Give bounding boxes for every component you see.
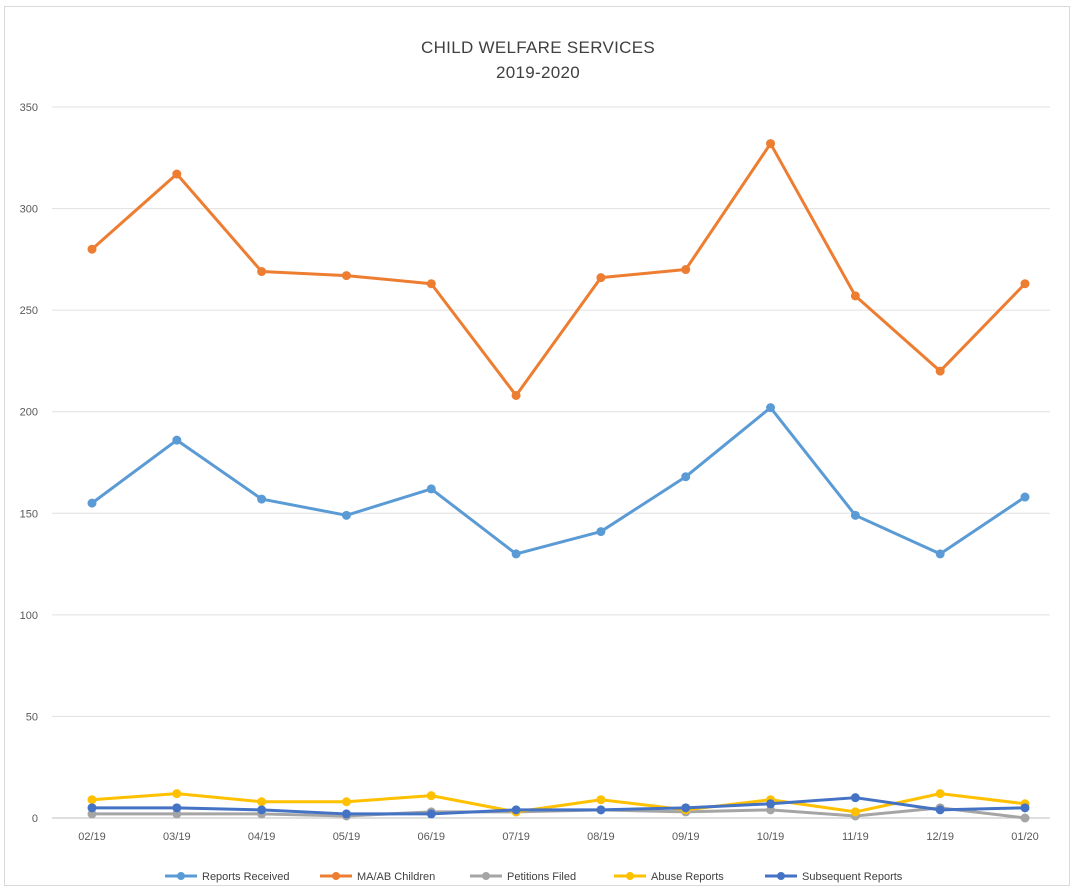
data-point-ma-ab-children [1020, 279, 1030, 289]
legend-label: MA/AB Children [357, 871, 435, 883]
series-ma-ab-children [87, 139, 1030, 400]
data-point-ma-ab-children [426, 279, 436, 289]
legend-swatch-marker [177, 872, 185, 880]
data-point-reports-received [511, 549, 521, 559]
x-tick-label: 11/19 [842, 831, 869, 843]
data-point-ma-ab-children [511, 390, 521, 400]
data-point-abuse-reports [257, 797, 267, 807]
legend-item-ma-ab-children: MA/AB Children [320, 871, 435, 883]
legend-item-petitions-filed: Petitions Filed [470, 871, 576, 883]
legend-label: Subsequent Reports [802, 871, 903, 883]
y-tick-label: 200 [20, 407, 38, 419]
legend-swatch-marker [777, 872, 785, 880]
x-tick-label: 04/19 [248, 831, 276, 843]
series-line-ma-ab-children [90, 142, 1027, 397]
data-point-reports-received [681, 472, 691, 482]
data-point-reports-received [596, 527, 606, 537]
legend-swatch-marker [626, 872, 634, 880]
legend-label: Reports Received [202, 871, 289, 883]
x-tick-label: 12/19 [926, 831, 954, 843]
legend-swatch-marker [332, 872, 340, 880]
y-tick-label: 100 [20, 610, 38, 622]
data-point-reports-received [172, 435, 182, 445]
x-tick-label: 01/20 [1011, 831, 1039, 843]
legend: Reports Received MA/AB Children Petitions … [165, 871, 903, 883]
legend-label: Abuse Reports [651, 871, 724, 883]
series-line-abuse-reports [90, 792, 1027, 814]
series-line-reports-received [90, 406, 1027, 556]
legend-item-subsequent-reports: Subsequent Reports [765, 871, 903, 883]
data-point-abuse-reports [426, 791, 436, 801]
y-tick-label: 50 [26, 711, 38, 723]
data-point-abuse-reports [935, 789, 945, 799]
legend-swatch-marker [482, 872, 490, 880]
data-point-ma-ab-children [766, 139, 776, 149]
data-point-reports-received [850, 510, 860, 520]
data-point-reports-received [935, 549, 945, 559]
data-point-ma-ab-children [935, 366, 945, 376]
data-point-reports-received [341, 510, 351, 520]
x-tick-label: 03/19 [163, 831, 191, 843]
data-point-abuse-reports [850, 807, 860, 817]
data-point-ma-ab-children [341, 271, 351, 281]
data-point-reports-received [1020, 492, 1030, 502]
data-point-subsequent-reports [1020, 803, 1030, 813]
legend-label: Petitions Filed [507, 871, 576, 883]
data-point-ma-ab-children [596, 273, 606, 283]
series-line-subsequent-reports [90, 796, 1027, 816]
x-tick-label: 10/19 [757, 831, 785, 843]
x-tick-label: 06/19 [418, 831, 446, 843]
data-point-subsequent-reports [426, 809, 436, 819]
x-tick-label: 08/19 [587, 831, 615, 843]
data-point-reports-received [257, 494, 267, 504]
data-point-ma-ab-children [850, 291, 860, 301]
x-tick-label: 02/19 [78, 831, 106, 843]
y-tick-label: 250 [20, 305, 38, 317]
data-point-abuse-reports [87, 795, 97, 805]
data-point-subsequent-reports [935, 805, 945, 815]
series-reports-received [87, 403, 1030, 559]
data-point-subsequent-reports [681, 803, 691, 813]
x-tick-label: 07/19 [502, 831, 530, 843]
chart-area [4, 6, 1070, 886]
series-lines [87, 139, 1030, 823]
x-tick-label: 09/19 [672, 831, 700, 843]
chart-subtitle: 2019-2020 [496, 63, 580, 82]
legend-item-reports-received: Reports Received [165, 871, 289, 883]
y-tick-label: 150 [20, 508, 38, 520]
x-axis-ticks: 02/19 03/19 04/19 05/19 06/19 07/19 08/19 09/19… [78, 831, 1039, 843]
gridlines [52, 106, 1050, 819]
data-point-subsequent-reports [172, 803, 182, 813]
data-point-subsequent-reports [766, 799, 776, 809]
data-point-abuse-reports [172, 789, 182, 799]
data-point-ma-ab-children [172, 169, 182, 179]
data-point-ma-ab-children [681, 265, 691, 275]
data-point-subsequent-reports [257, 805, 267, 815]
data-point-subsequent-reports [341, 809, 351, 819]
y-axis-ticks: 0 50 100 150 200 250 300 350 [20, 102, 38, 825]
data-point-abuse-reports [596, 795, 606, 805]
data-point-subsequent-reports [87, 803, 97, 813]
chart-title: CHILD WELFARE SERVICES [421, 38, 655, 57]
x-tick-label: 05/19 [333, 831, 361, 843]
data-point-reports-received [426, 484, 436, 494]
data-point-ma-ab-children [257, 267, 267, 277]
series-subsequent-reports [87, 793, 1030, 819]
data-point-subsequent-reports [511, 805, 521, 815]
data-point-abuse-reports [341, 797, 351, 807]
data-point-petitions-filed [1020, 813, 1030, 823]
data-point-ma-ab-children [87, 244, 97, 254]
data-point-subsequent-reports [850, 793, 860, 803]
data-point-reports-received [87, 498, 97, 508]
data-point-reports-received [766, 403, 776, 413]
y-tick-label: 300 [20, 204, 38, 216]
y-tick-label: 350 [20, 102, 38, 114]
legend-item-abuse-reports: Abuse Reports [614, 871, 724, 883]
data-point-subsequent-reports [596, 805, 606, 815]
y-tick-label: 0 [32, 813, 38, 825]
